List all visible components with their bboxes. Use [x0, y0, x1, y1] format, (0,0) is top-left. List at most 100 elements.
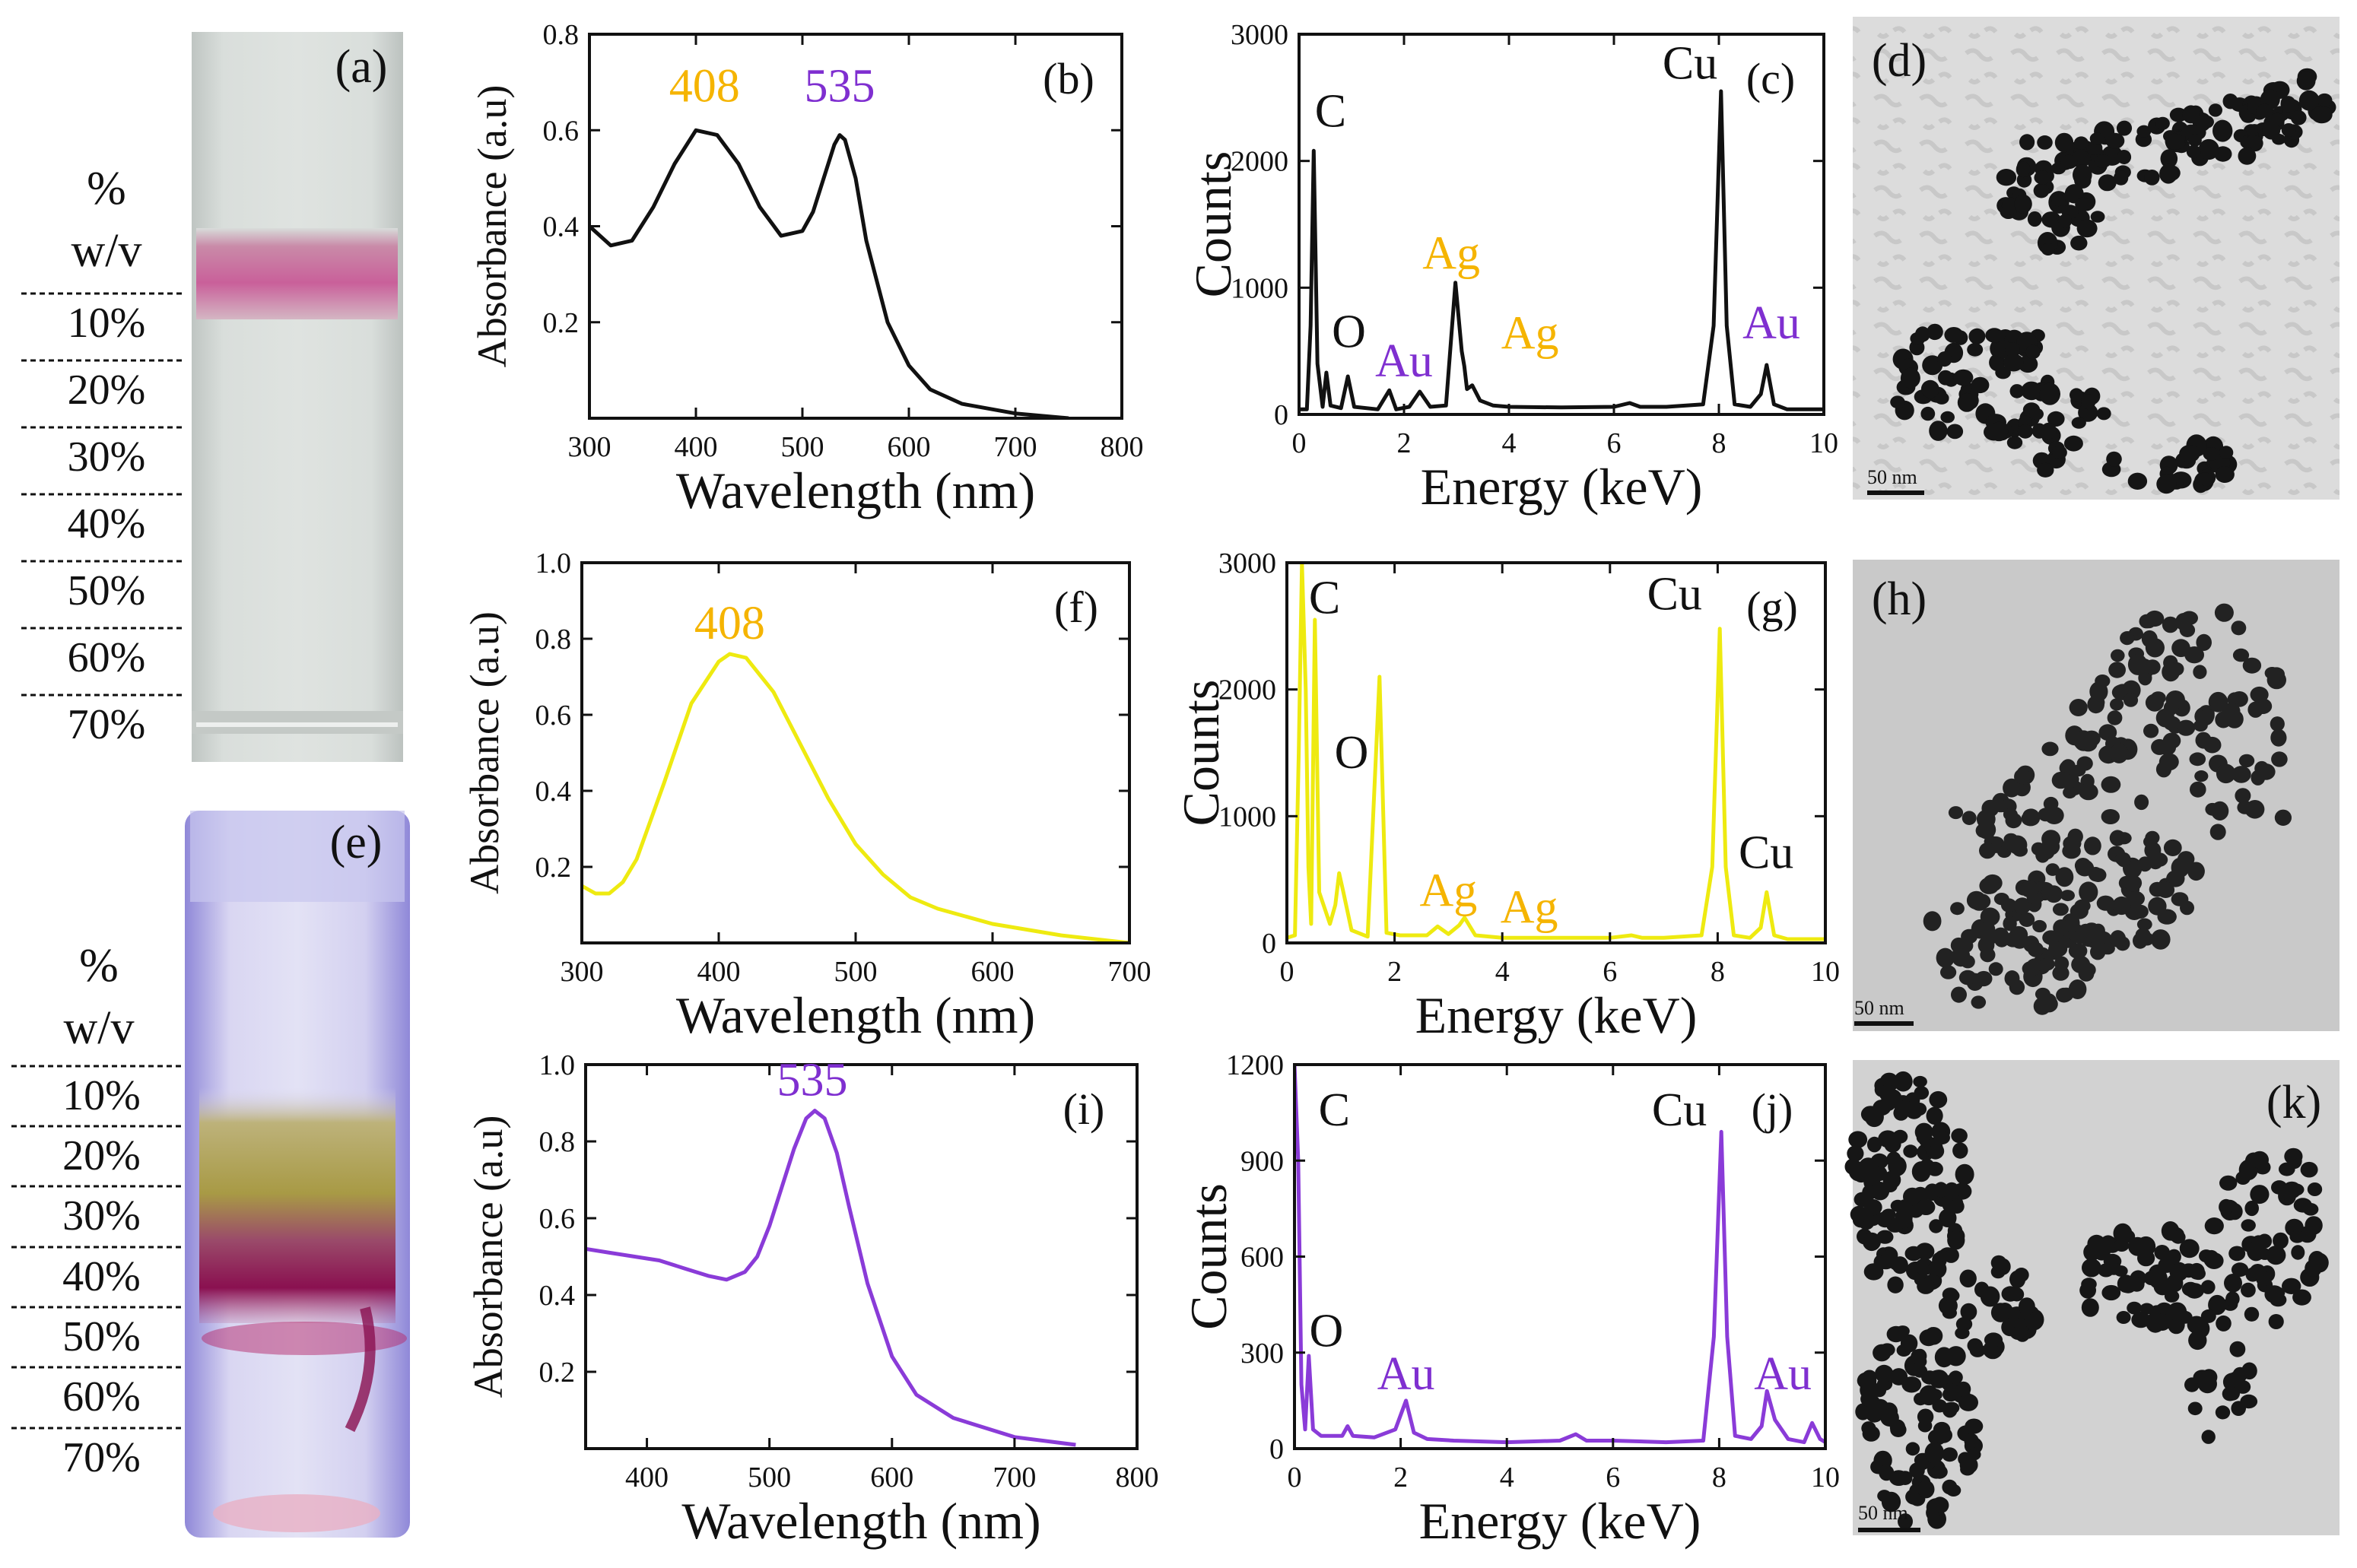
- nanoparticle: [2250, 686, 2269, 703]
- y-tick-label-f: 0.2: [535, 852, 572, 884]
- nanoparticle: [2163, 700, 2178, 716]
- scale-level-a: 50%: [68, 567, 146, 614]
- nanoparticle: [2041, 741, 2059, 757]
- nanoparticle: [2268, 1314, 2284, 1329]
- series-line-g: [1287, 563, 1825, 941]
- nanoparticle: [2228, 1246, 2246, 1262]
- nanoparticle: [1947, 1230, 1965, 1250]
- nanoparticle: [2179, 623, 2196, 637]
- x-tick-label-f: 700: [1108, 956, 1151, 988]
- series-line-f: [582, 652, 1129, 943]
- y-tick-label-c: 2000: [1231, 146, 1288, 178]
- nanoparticle: [2062, 843, 2081, 859]
- nanoparticle: [1992, 927, 2009, 945]
- nanoparticle: [1971, 376, 1990, 394]
- scale-level-e: 20%: [62, 1132, 141, 1179]
- chart-f: 300 400 500 600 700 0.2 0.4 0.6 0.8 1.0 Wavelength…: [462, 548, 1151, 1044]
- nanoparticle: [2163, 839, 2182, 856]
- nanoparticle: [2051, 771, 2070, 789]
- nanoparticle: [2134, 794, 2149, 811]
- nanoparticle: [2216, 763, 2236, 784]
- nanoparticle: [2160, 149, 2178, 169]
- x-tick-label-g: 8: [1711, 956, 1725, 988]
- x-tick-label-c: 2: [1397, 427, 1412, 459]
- nanoparticle: [1850, 1205, 1868, 1224]
- nanoparticle: [2053, 919, 2070, 937]
- nanoparticle: [1912, 1103, 1927, 1116]
- nanoparticle: [2240, 1394, 2258, 1409]
- series-line-i: [586, 1109, 1076, 1447]
- nanoparticle: [1898, 1100, 1914, 1114]
- y-tick-label-g: 3000: [1218, 548, 1276, 579]
- x-tick-label-f: 300: [561, 956, 604, 988]
- peak-annotation-b: 408: [669, 60, 740, 112]
- nanoparticle: [2179, 1239, 2200, 1259]
- nanoparticle: [2193, 665, 2207, 679]
- nanoparticle: [2110, 743, 2129, 763]
- nanoparticle: [2193, 1370, 2212, 1385]
- nanoparticle: [2073, 136, 2089, 150]
- nanoparticle: [2009, 384, 2025, 398]
- nanoparticle: [1950, 937, 1967, 954]
- nanoparticle: [1958, 970, 1977, 986]
- nanoparticle: [2298, 90, 2320, 111]
- nanoparticle: [2225, 1291, 2240, 1306]
- nanoparticle: [2187, 134, 2202, 147]
- nanoparticle: [2022, 808, 2040, 824]
- panel-label-d: (d): [1872, 35, 1927, 87]
- nanoparticle: [1901, 1376, 1922, 1393]
- nanoparticle: [2057, 214, 2073, 228]
- series-line-c: [1299, 89, 1824, 411]
- nanoparticle: [2270, 716, 2285, 732]
- scale-level-a: 60%: [68, 634, 146, 681]
- chart-c: 0 2 4 6 8 10 0 1000 2000 3000 Energy (keV) Counts (c…: [1184, 19, 1838, 516]
- nanoparticle: [1900, 1334, 1918, 1353]
- y-axis-title-b: Absorbance (a.u): [469, 85, 515, 368]
- nanoparticle: [1942, 1287, 1959, 1302]
- nanoparticle: [2060, 890, 2076, 902]
- nanoparticle: [2017, 424, 2033, 439]
- nanoparticle: [2296, 71, 2316, 90]
- nanoparticle: [2177, 719, 2196, 736]
- nanoparticle: [1917, 1480, 1935, 1499]
- peak-annotation-b: 535: [805, 60, 875, 112]
- nanoparticle: [2081, 394, 2096, 410]
- nanoparticle: [2096, 895, 2115, 911]
- nanoparticle: [1988, 962, 2003, 976]
- nanoparticle: [1953, 369, 1974, 386]
- nanoparticle: [2145, 694, 2165, 712]
- nanoparticle: [1888, 1156, 1907, 1176]
- nanoparticle: [1893, 1071, 1913, 1092]
- y-tick-label-j: 0: [1269, 1433, 1284, 1465]
- nanoparticle: [2219, 1198, 2234, 1215]
- nanoparticle: [1860, 1391, 1878, 1407]
- nanoparticle: [1930, 1370, 1944, 1382]
- nanoparticle: [2238, 754, 2255, 768]
- nanoparticle: [1890, 395, 1905, 409]
- nanoparticle: [1865, 1405, 1884, 1423]
- nanoparticle: [1965, 1418, 1984, 1434]
- nanoparticle: [2079, 783, 2098, 801]
- nanoparticle: [2187, 862, 2205, 881]
- nanoparticle: [2013, 1268, 2029, 1282]
- nanoparticle: [2139, 614, 2154, 629]
- panel-label-a: (a): [335, 41, 388, 93]
- nanoparticle-cluster-d: [1890, 68, 2336, 494]
- nanoparticle: [2257, 1233, 2273, 1249]
- nanoparticle: [1939, 1208, 1957, 1228]
- nanoparticle: [1879, 1343, 1895, 1357]
- nanoparticle: [1958, 1452, 1973, 1466]
- nanoparticle: [2032, 919, 2047, 933]
- chart-g: 0 2 4 6 8 10 0 1000 2000 3000 Energy (keV) Counts (g…: [1172, 548, 1840, 1044]
- nanoparticle: [1951, 986, 1967, 1003]
- nanoparticle: [2110, 930, 2127, 947]
- nanoparticle: [2179, 445, 2200, 463]
- nanoparticle: [2028, 941, 2044, 957]
- nanoparticle: [2195, 732, 2212, 749]
- nanoparticle: [2204, 1217, 2224, 1235]
- nanoparticle: [2074, 899, 2091, 913]
- peak-annotation-g: C: [1309, 573, 1340, 624]
- nanoparticle: [2216, 1315, 2232, 1332]
- nanoparticle: [1964, 1433, 1979, 1449]
- nanoparticle: [2270, 728, 2287, 747]
